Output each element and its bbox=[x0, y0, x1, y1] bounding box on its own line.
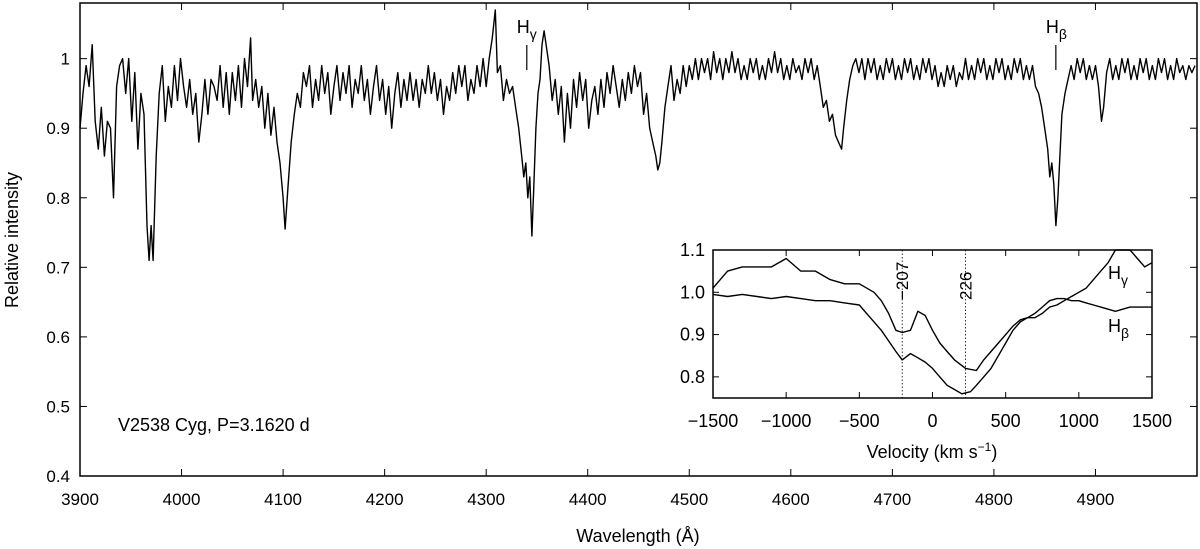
inset-x-axis-label-base: Velocity (km s bbox=[867, 442, 978, 462]
inset-x-tick-label: 0 bbox=[927, 411, 937, 431]
main-y-tick-label: 0.5 bbox=[46, 397, 70, 416]
main-y-tick-label: 1 bbox=[61, 50, 70, 69]
inset-series-label-base: H bbox=[1108, 263, 1121, 283]
inset-reference-lines: −207 226 bbox=[893, 250, 976, 398]
spectral-line-label: Hβ bbox=[1046, 17, 1067, 42]
main-x-tick-label: 4700 bbox=[873, 490, 911, 509]
inset-x-ticks: −1500 −1000 −500 0 500 1000 1500 bbox=[688, 250, 1172, 431]
inset-plot: −1500 −1000 −500 0 500 1000 1500 0.80.91.01.1 … bbox=[680, 240, 1172, 462]
spectral-line-label-sub: β bbox=[1059, 26, 1067, 42]
spectral-line-markers: Hγ Hβ bbox=[517, 17, 1067, 70]
main-x-tick-label: 4500 bbox=[670, 490, 708, 509]
main-y-axis-label: Relative intensity bbox=[2, 172, 22, 308]
spectral-line-label: Hγ bbox=[517, 17, 537, 42]
main-y-tick-label: 0.4 bbox=[46, 467, 70, 486]
inset-y-tick-label: 1.1 bbox=[680, 240, 705, 260]
inset-series bbox=[712, 249, 1153, 395]
main-y-tick-label: 0.6 bbox=[46, 328, 70, 347]
main-x-tick-label: 4000 bbox=[163, 490, 201, 509]
main-x-tick-label: 4600 bbox=[772, 490, 810, 509]
inset-y-tick-label: 0.8 bbox=[680, 367, 705, 387]
inset-reference-label: −207 bbox=[893, 262, 912, 300]
main-y-tick-label: 0.7 bbox=[46, 258, 70, 277]
main-x-tick-label: 4400 bbox=[569, 490, 607, 509]
main-x-tick-label: 4800 bbox=[975, 490, 1013, 509]
spectrum-line bbox=[79, 9, 1196, 262]
main-y-tick-label: 0.8 bbox=[46, 189, 70, 208]
inset-x-tick-label: 1000 bbox=[1059, 411, 1099, 431]
inset-series-label: Hγ bbox=[1108, 263, 1128, 288]
main-x-ticks: 3900 4000 4100 4200 4300 4400 4500 4600 4700 4800… bbox=[61, 3, 1114, 509]
inset-y-tick-label: 0.9 bbox=[680, 325, 705, 345]
inset-x-tick-label: −500 bbox=[839, 411, 880, 431]
inset-series-label-base: H bbox=[1108, 316, 1121, 336]
inset-series-label-sub: β bbox=[1121, 325, 1129, 341]
main-plot-frame bbox=[79, 2, 1198, 477]
inset-x-axis-label: Velocity (km s−1) bbox=[867, 440, 998, 462]
main-y-ticks: 0.4 0.5 0.6 0.7 0.8 0.9 1 bbox=[46, 50, 1197, 486]
inset-x-tick-label: 1500 bbox=[1132, 411, 1172, 431]
inset-x-axis-label-tail: ) bbox=[991, 442, 997, 462]
inset-reference-label: 226 bbox=[957, 272, 976, 300]
main-x-tick-label: 4200 bbox=[366, 490, 404, 509]
inset-y-tick-label: 1.0 bbox=[680, 282, 705, 302]
inset-x-tick-label: 500 bbox=[991, 411, 1021, 431]
inset-series-line bbox=[712, 249, 1153, 372]
inset-x-tick-label: −1500 bbox=[688, 411, 739, 431]
inset-background bbox=[713, 250, 1152, 398]
main-x-axis-label: Wavelength (Å) bbox=[576, 526, 699, 546]
inset-x-axis-label-exp: −1 bbox=[978, 440, 992, 454]
main-x-tick-label: 4900 bbox=[1077, 490, 1115, 509]
inset-series-line bbox=[712, 293, 1152, 395]
spectral-line-label-sub: γ bbox=[530, 26, 537, 42]
inset-x-tick-label: −1000 bbox=[761, 411, 812, 431]
star-annotation: V2538 Cyg, P=3.1620 d bbox=[118, 415, 310, 435]
inset-series-label: Hβ bbox=[1108, 316, 1129, 341]
main-x-tick-label: 3900 bbox=[61, 490, 99, 509]
inset-series-label-sub: γ bbox=[1121, 272, 1128, 288]
main-y-tick-label: 0.9 bbox=[46, 119, 70, 138]
spectral-line-label-base: H bbox=[1046, 17, 1059, 37]
spectral-line-label-base: H bbox=[517, 17, 530, 37]
main-x-tick-label: 4100 bbox=[264, 490, 302, 509]
main-x-tick-label: 4300 bbox=[467, 490, 505, 509]
inset-y-ticks: 0.8 0.9 1.0 1.1 bbox=[680, 240, 1152, 387]
